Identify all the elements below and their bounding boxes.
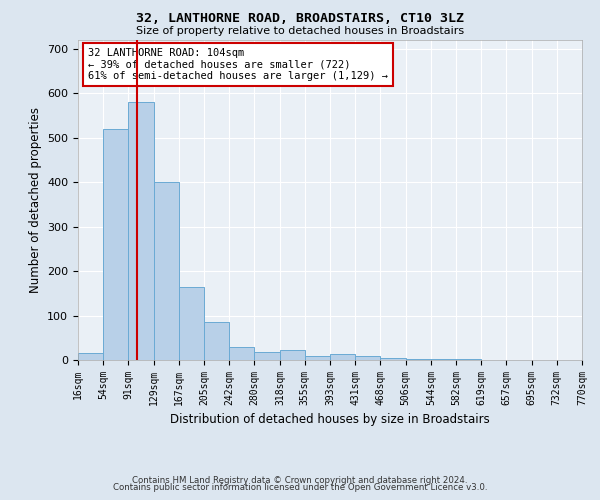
Bar <box>355 356 380 360</box>
Text: Contains HM Land Registry data © Crown copyright and database right 2024.: Contains HM Land Registry data © Crown c… <box>132 476 468 485</box>
Bar <box>457 359 481 360</box>
Bar <box>330 354 355 360</box>
Bar <box>305 356 330 360</box>
Bar <box>128 102 154 360</box>
X-axis label: Distribution of detached houses by size in Broadstairs: Distribution of detached houses by size … <box>170 414 490 426</box>
Text: 32, LANTHORNE ROAD, BROADSTAIRS, CT10 3LZ: 32, LANTHORNE ROAD, BROADSTAIRS, CT10 3L… <box>136 12 464 26</box>
Bar <box>380 358 406 360</box>
Text: Contains public sector information licensed under the Open Government Licence v3: Contains public sector information licen… <box>113 484 487 492</box>
Bar <box>154 182 179 360</box>
Bar <box>406 358 431 360</box>
Bar <box>280 350 305 360</box>
Text: Size of property relative to detached houses in Broadstairs: Size of property relative to detached ho… <box>136 26 464 36</box>
Bar <box>254 352 280 360</box>
Y-axis label: Number of detached properties: Number of detached properties <box>29 107 41 293</box>
Text: 32 LANTHORNE ROAD: 104sqm
← 39% of detached houses are smaller (722)
61% of semi: 32 LANTHORNE ROAD: 104sqm ← 39% of detac… <box>88 48 388 81</box>
Bar <box>179 286 205 360</box>
Bar <box>229 346 254 360</box>
Bar <box>103 129 128 360</box>
Bar <box>78 354 103 360</box>
Bar <box>205 322 229 360</box>
Bar <box>431 359 457 360</box>
